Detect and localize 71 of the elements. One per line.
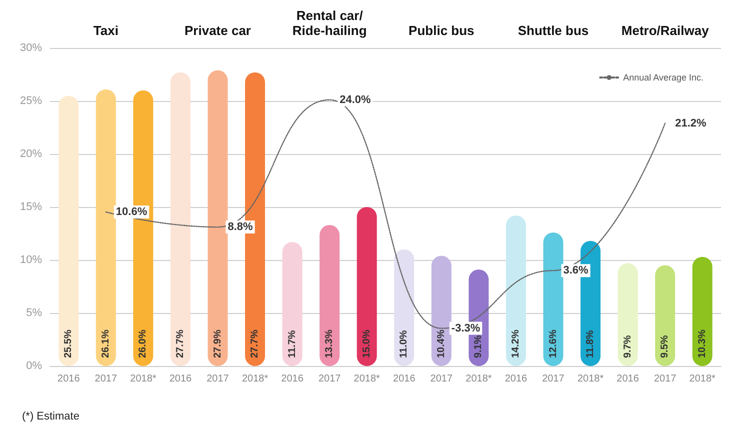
bar bbox=[282, 242, 302, 366]
data-label: 10.3% bbox=[696, 330, 708, 358]
y-tick-label: 5% bbox=[26, 307, 42, 319]
data-label: 12.6% bbox=[548, 330, 559, 358]
data-label: 27.7% bbox=[250, 330, 261, 358]
x-tick-label: 2016 bbox=[281, 374, 304, 384]
data-label: 27.7% bbox=[174, 330, 186, 358]
text: (*) Estimate bbox=[22, 410, 80, 422]
bar bbox=[394, 249, 414, 366]
data-label: 3.6% bbox=[563, 264, 589, 277]
x-tick-label: 2018* bbox=[354, 374, 380, 384]
x-tick-label: 2018* bbox=[466, 374, 492, 384]
text: Shuttle bus bbox=[518, 23, 589, 38]
y-tick-label: 20% bbox=[20, 148, 42, 160]
x-tick-label: 2017 bbox=[94, 374, 118, 384]
data-label: 10.4% bbox=[436, 330, 447, 358]
x-tick-label: 2017 bbox=[318, 374, 342, 384]
x-tick-label: 2016 bbox=[58, 374, 80, 384]
data-label: 15.0% bbox=[361, 330, 372, 358]
text: Taxi bbox=[93, 23, 118, 38]
y-tick-label: 0% bbox=[26, 360, 42, 372]
data-label: 11.8% bbox=[585, 330, 596, 358]
data-label: 24.0% bbox=[340, 94, 371, 106]
data-label: 9.5% bbox=[660, 335, 671, 358]
text: Rental car/ Ride-hailing bbox=[292, 8, 367, 38]
bar bbox=[655, 265, 676, 366]
x-tick-label: 2018* bbox=[130, 374, 156, 384]
x-tick-label: 2017 bbox=[654, 374, 677, 384]
bar bbox=[356, 207, 377, 366]
data-label: 11.7% bbox=[286, 330, 298, 358]
y-tick-label: 30% bbox=[20, 42, 42, 54]
x-tick-label: 2016 bbox=[616, 374, 640, 384]
data-label: 26.0% bbox=[138, 330, 149, 358]
data-label: -3.3% bbox=[451, 322, 480, 334]
y-tick-label: 25% bbox=[20, 95, 42, 107]
x-tick-label: 2018* bbox=[242, 374, 268, 384]
x-tick-label: 2017 bbox=[542, 374, 565, 384]
data-label: 25.5% bbox=[63, 330, 74, 358]
data-label: 9.1% bbox=[473, 335, 484, 358]
text: Private car bbox=[184, 23, 251, 38]
data-label: 11.0% bbox=[398, 330, 410, 358]
text: Public bus bbox=[408, 23, 474, 38]
bar bbox=[170, 72, 190, 366]
data-label: 13.3% bbox=[324, 330, 336, 358]
legend-label: Annual Average Inc. bbox=[623, 72, 704, 82]
bar bbox=[320, 225, 340, 366]
data-label: 10.6% bbox=[116, 206, 148, 218]
data-label: 14.2% bbox=[510, 330, 522, 358]
bar bbox=[692, 256, 712, 366]
x-tick-label: 2017 bbox=[430, 374, 453, 384]
x-tick-label: 2018* bbox=[689, 374, 716, 384]
bar bbox=[618, 263, 638, 366]
data-label: 21.2% bbox=[675, 117, 706, 130]
text: Metro/Railway bbox=[621, 23, 710, 38]
x-tick-label: 2016 bbox=[504, 374, 528, 384]
bar bbox=[431, 256, 452, 366]
data-label: 27.9% bbox=[212, 330, 224, 358]
data-label: 8.8% bbox=[228, 221, 254, 234]
x-tick-label: 2017 bbox=[206, 374, 230, 384]
y-tick-label: 15% bbox=[20, 201, 42, 213]
bar bbox=[506, 215, 526, 366]
data-label: 9.7% bbox=[622, 335, 634, 358]
bar bbox=[208, 70, 228, 366]
x-tick-label: 2018* bbox=[577, 374, 604, 384]
bar bbox=[543, 232, 564, 366]
y-tick-label: 10% bbox=[20, 254, 42, 266]
data-label: 26.1% bbox=[100, 330, 112, 358]
bar bbox=[96, 89, 116, 366]
bar bbox=[58, 96, 79, 366]
x-tick-label: 2016 bbox=[393, 374, 416, 384]
x-tick-label: 2016 bbox=[169, 374, 192, 384]
